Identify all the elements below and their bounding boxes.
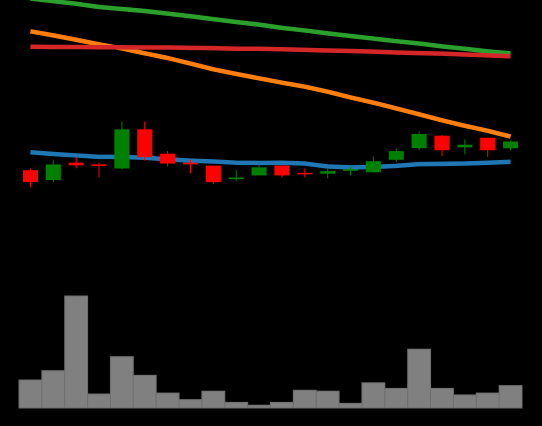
candle	[68, 157, 84, 169]
candle-body	[228, 177, 244, 180]
volume-bar	[132, 374, 157, 409]
volume-bar	[292, 389, 317, 409]
volume-bar	[315, 390, 340, 409]
candle-body	[205, 165, 221, 183]
volume-bar	[201, 390, 226, 409]
volume-bar	[87, 393, 111, 409]
candle	[251, 165, 267, 176]
candle	[160, 151, 176, 167]
candle	[503, 140, 519, 151]
candle-body	[91, 164, 107, 166]
candle-body	[411, 133, 427, 149]
candle	[342, 167, 359, 176]
candle	[411, 131, 427, 151]
volume-bars	[18, 295, 523, 409]
volume-bar	[178, 399, 203, 409]
candle	[22, 168, 38, 188]
candle	[480, 137, 496, 157]
volume-bar	[64, 295, 89, 409]
volume-bar	[407, 348, 432, 409]
candle-body	[114, 129, 130, 169]
candle	[297, 168, 313, 178]
volume-bar	[384, 387, 409, 409]
candle	[228, 170, 244, 182]
volume-bar	[247, 404, 271, 409]
volume-bar	[452, 394, 477, 409]
moving-average-line	[30, 0, 511, 56]
candle-body	[251, 167, 267, 176]
volume-bar	[109, 356, 134, 409]
candle-body	[388, 151, 404, 160]
volume-bar	[224, 401, 249, 409]
price-candles	[22, 121, 519, 188]
volume-bar	[18, 379, 43, 409]
volume-bar	[475, 392, 500, 409]
candle	[365, 156, 381, 173]
volume-bar	[498, 385, 523, 409]
candle-body	[457, 144, 473, 148]
candle	[320, 168, 336, 179]
candle-body	[137, 129, 153, 158]
moving-average-lines	[30, 0, 512, 170]
candle-body	[160, 153, 176, 164]
candle	[388, 148, 404, 162]
candle	[45, 159, 61, 183]
candle-body	[434, 135, 450, 151]
volume-bar	[270, 401, 294, 409]
moving-average-line	[30, 150, 511, 170]
moving-average-line	[30, 44, 511, 59]
volume-bar	[338, 402, 363, 409]
candle-body	[274, 165, 290, 176]
candle	[91, 162, 107, 178]
candle-body	[503, 141, 519, 149]
volume-bar	[361, 382, 386, 409]
candle-body	[182, 162, 199, 165]
candle-body	[22, 170, 38, 183]
candle-body	[45, 164, 61, 181]
candle	[114, 121, 130, 170]
candle	[457, 139, 473, 155]
volume-bar	[155, 392, 180, 409]
candle-body	[297, 172, 313, 175]
candle-body	[480, 137, 496, 151]
candle	[205, 165, 221, 185]
candle-body	[365, 161, 381, 173]
candle-body	[342, 169, 359, 171]
candle	[182, 159, 199, 174]
candle	[434, 134, 450, 157]
candle	[274, 165, 290, 178]
volume-bar	[41, 370, 66, 409]
volume-bar	[430, 387, 454, 409]
candle	[137, 121, 153, 161]
candle-body	[68, 162, 84, 166]
candle-body	[320, 171, 336, 174]
